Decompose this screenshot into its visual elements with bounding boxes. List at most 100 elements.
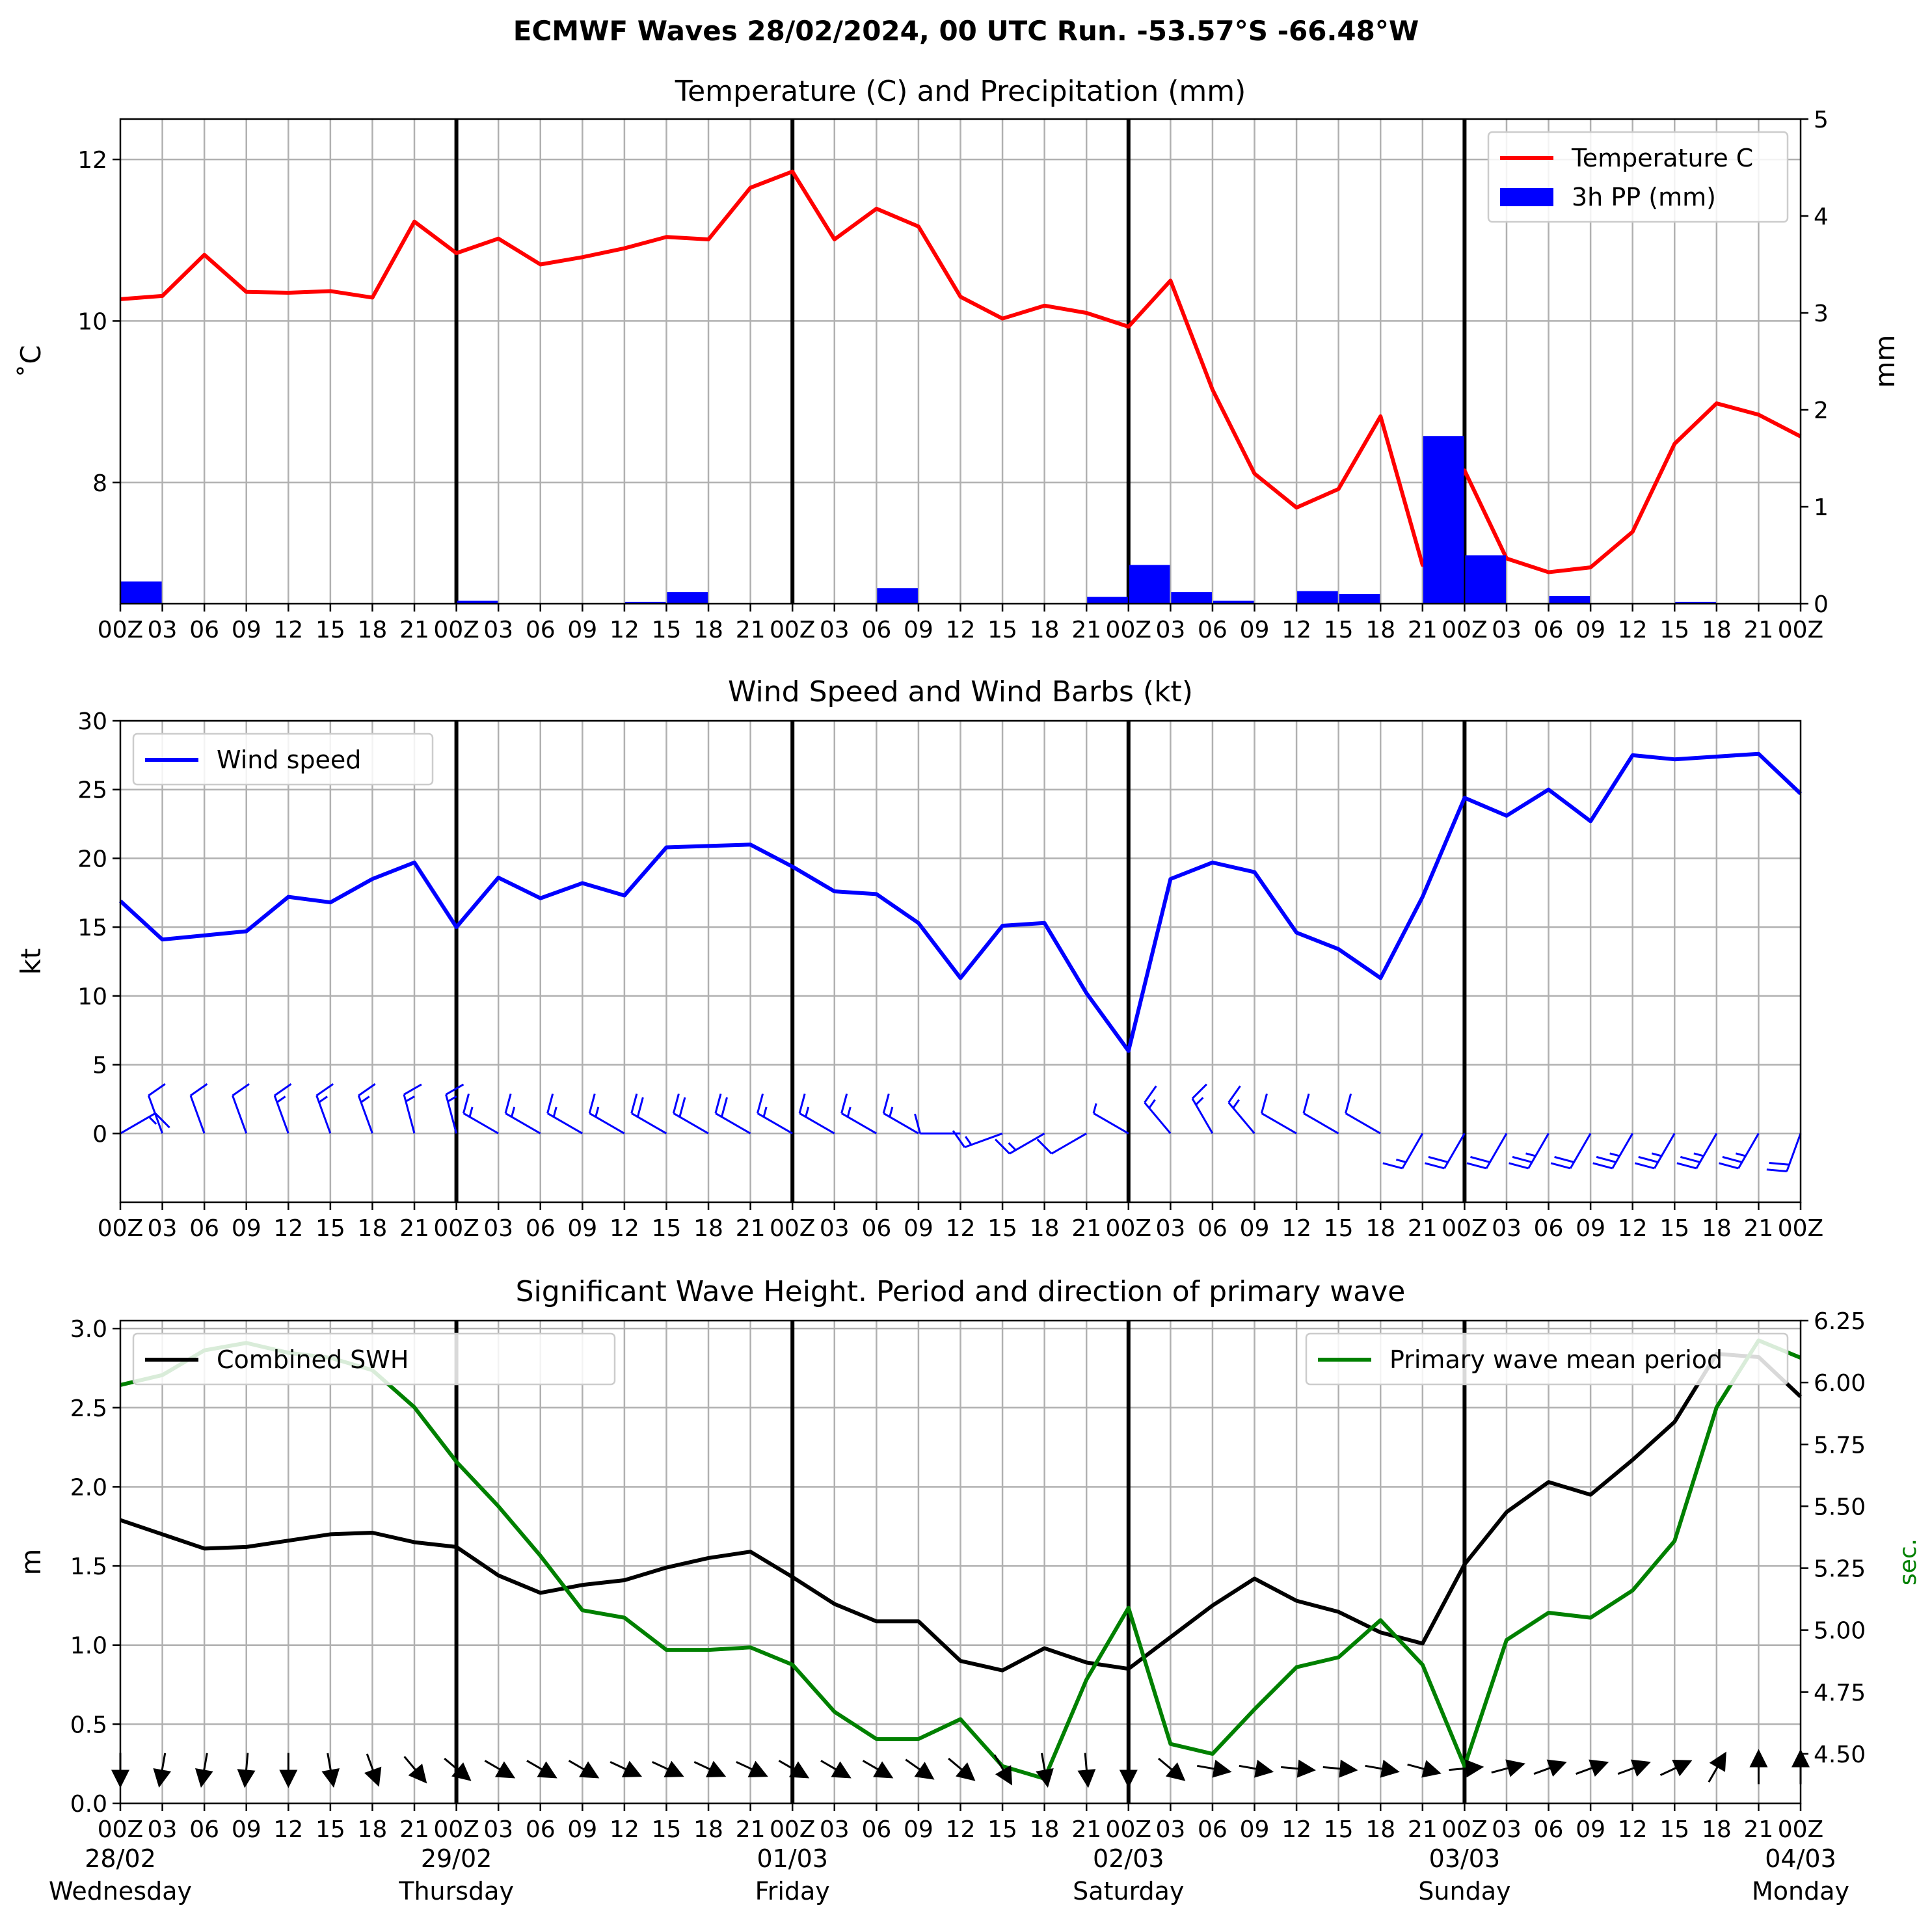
x-tick-label: 15	[1324, 1816, 1354, 1843]
x-tick-label: 21	[736, 617, 766, 643]
x-tick-label: 12	[1281, 1215, 1311, 1242]
wind-barb-feather	[805, 1107, 810, 1118]
x-tick-label: 03	[148, 617, 178, 643]
day-date-label: 03/03	[1429, 1844, 1501, 1873]
panel-3: Significant Wave Height. Period and dire…	[15, 1275, 1922, 1843]
x-tick-label: 18	[358, 1215, 388, 1242]
wind-barb-feather	[1509, 1162, 1529, 1170]
wave-direction-arrowhead	[321, 1768, 340, 1788]
wind-barb	[1228, 1101, 1255, 1135]
wave-direction-arrowhead	[237, 1769, 256, 1788]
wave-direction-arrowhead	[1296, 1759, 1316, 1778]
y2-tick-label: 4.75	[1814, 1680, 1866, 1706]
wind-barb	[357, 1095, 373, 1134]
y-tick-label: 5	[92, 1053, 107, 1079]
wind-barb	[1144, 1101, 1172, 1135]
wind-barb-feather	[1092, 1103, 1097, 1114]
wind-barb-feather	[274, 1083, 292, 1097]
wave-direction-arrowhead	[914, 1762, 935, 1780]
x-tick-label: 21	[1071, 1816, 1101, 1843]
wind-barb-feather	[1228, 1085, 1241, 1103]
wind-barb-feather	[1382, 1162, 1403, 1170]
x-tick-label: 00Z	[433, 1816, 479, 1843]
wave-direction-arrowhead	[279, 1770, 298, 1788]
x-tick-label: 09	[567, 617, 597, 643]
x-tick-label: 18	[1702, 617, 1732, 643]
y-tick-label: 2.0	[70, 1474, 107, 1501]
wind-barb-feather	[846, 1107, 852, 1118]
wind-barb	[315, 1095, 332, 1134]
precip-bar	[877, 588, 918, 604]
wave-direction-arrowhead	[788, 1761, 810, 1779]
wind-barb-feather	[882, 1093, 890, 1114]
y-tick-label: 0.5	[70, 1712, 107, 1738]
x-tick-label: 21	[399, 617, 429, 643]
x-tick-label: 09	[232, 1215, 262, 1242]
y2-tick-label: 5.75	[1814, 1432, 1866, 1459]
x-tick-label: 15	[1324, 617, 1354, 643]
wave-direction-arrowhead	[1339, 1759, 1358, 1778]
x-tick-label: 12	[610, 1215, 639, 1242]
y2-axis-label: sec.	[1895, 1539, 1922, 1585]
y2-tick-label: 5	[1814, 107, 1829, 133]
wind-barb	[799, 1112, 835, 1135]
wind-barb-feather	[1466, 1162, 1487, 1170]
x-tick-label: 15	[315, 617, 345, 643]
x-tick-label: 15	[652, 617, 682, 643]
wind-barb-feather	[1512, 1155, 1533, 1163]
wind-barb	[631, 1112, 667, 1135]
wave-direction-arrowhead	[153, 1768, 172, 1788]
legend-label: Wind speed	[217, 746, 361, 774]
y2-tick-label: 6.25	[1814, 1308, 1866, 1335]
wave-direction-arrowhead	[364, 1766, 382, 1787]
wind-barb-feather	[1148, 1099, 1156, 1109]
x-tick-label: 18	[1365, 617, 1395, 643]
wind-barb	[883, 1112, 919, 1135]
y-axis-label: m	[15, 1549, 47, 1576]
wind-barb-feather	[468, 1107, 474, 1118]
wind-barb-feather	[1260, 1093, 1268, 1114]
legend-box	[132, 1332, 616, 1386]
wind-barb	[1261, 1112, 1297, 1135]
legend-box	[1305, 1332, 1789, 1386]
day-name-label: Saturday	[1073, 1877, 1184, 1905]
wind-barb-feather	[190, 1083, 208, 1097]
x-tick-label: 18	[358, 617, 388, 643]
precip-bar	[1339, 594, 1380, 604]
x-tick-label: 12	[1618, 1816, 1648, 1843]
y2-tick-label: 4	[1814, 204, 1829, 230]
wind-barb-feather	[1736, 1152, 1746, 1157]
wave-direction-arrowhead	[1254, 1760, 1274, 1778]
x-tick-label: 18	[358, 1816, 388, 1843]
y-tick-label: 1.0	[70, 1633, 107, 1660]
x-tick-label: 09	[1576, 1215, 1605, 1242]
x-tick-label: 03	[148, 1816, 178, 1843]
x-tick-label: 09	[1240, 1816, 1270, 1843]
x-tick-label: 00Z	[1778, 1816, 1823, 1843]
wind-barb-feather	[1554, 1155, 1575, 1163]
x-tick-label: 00Z	[1778, 617, 1823, 643]
precip-bar	[121, 581, 162, 604]
x-tick-label: 09	[904, 1215, 933, 1242]
wind-barb	[840, 1112, 878, 1135]
x-tick-label: 21	[1408, 1215, 1438, 1242]
y2-axis-label: mm	[1869, 335, 1901, 388]
wind-barb-feather	[1634, 1162, 1655, 1170]
x-tick-label: 09	[1576, 1816, 1605, 1843]
precip-bar	[1087, 597, 1128, 604]
x-tick-label: 00Z	[1442, 1215, 1487, 1242]
x-tick-label: 09	[567, 1816, 597, 1843]
x-tick-label: 15	[652, 1215, 682, 1242]
x-tick-label: 18	[693, 1215, 723, 1242]
wind-barb	[147, 1095, 163, 1134]
x-tick-label: 09	[904, 1816, 933, 1843]
wind-barb	[189, 1095, 206, 1134]
y-axis-label: kt	[15, 949, 47, 975]
x-tick-label: 03	[820, 617, 850, 643]
wave-direction-arrowhead	[1165, 1762, 1186, 1781]
wave-direction-arrowhead	[1672, 1759, 1693, 1777]
wind-barb	[1009, 1132, 1045, 1155]
wind-barb-feather	[672, 1093, 680, 1114]
wind-barb-feather	[798, 1093, 806, 1114]
